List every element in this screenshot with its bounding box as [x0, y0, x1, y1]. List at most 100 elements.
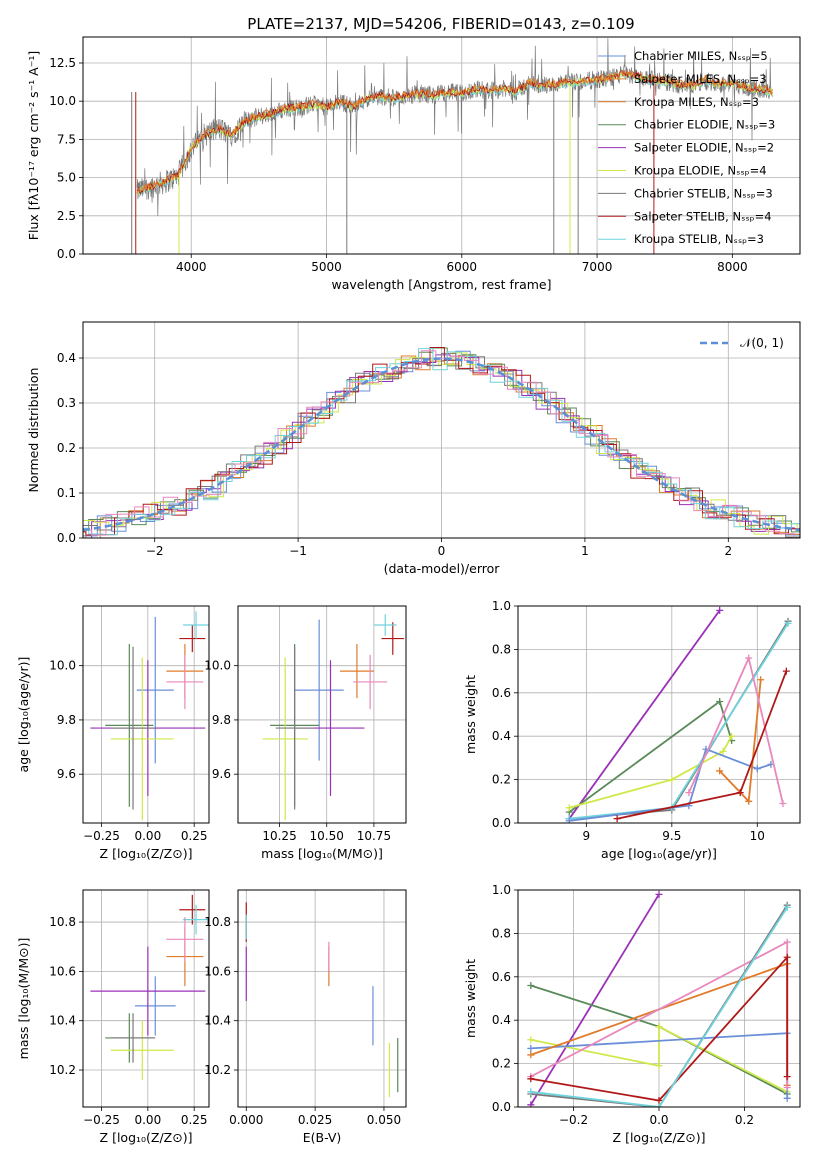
weight-marker	[757, 676, 765, 684]
y-tick-label: 10.2	[204, 1063, 231, 1077]
y-tick-label: 10.0	[49, 659, 76, 673]
x-tick-label: −0.25	[83, 829, 120, 843]
y-tick-label: 10.0	[204, 659, 231, 673]
legend-entry: Kroupa STELIB, Nₛₛₚ=3	[634, 232, 764, 246]
y-tick-label: 0.4	[492, 729, 511, 743]
y-tick-label: 0.2	[492, 1057, 511, 1071]
x-axis-label: E(B-V)	[303, 1130, 342, 1145]
y-tick-label: 1.0	[492, 599, 511, 613]
weight-line	[568, 609, 721, 820]
x-tick-label: 0.0	[649, 1113, 668, 1127]
y-tick-label: 5.0	[57, 171, 76, 185]
y-tick-label: 7.5	[57, 132, 76, 146]
legend-entry: Chabrier STELIB, Nₛₛₚ=3	[634, 186, 773, 200]
plot-area	[90, 611, 209, 821]
y-tick-label: 0.0	[492, 816, 511, 830]
residual-histogram	[83, 347, 800, 536]
y-tick-label: 10.8	[204, 915, 231, 929]
x-tick-label: 9.5	[662, 829, 681, 843]
x-axis-label: age [log₁₀(age/yr)]	[601, 846, 717, 861]
weight-marker	[783, 938, 791, 946]
y-tick-label: 10.6	[49, 964, 76, 978]
grid	[518, 889, 800, 1108]
y-tick-label: 9.8	[57, 713, 76, 727]
x-tick-label: 0.00	[134, 1113, 161, 1127]
y-tick-label: 0.4	[492, 1013, 511, 1027]
y-tick-label: 10.6	[204, 964, 231, 978]
weight-line	[530, 906, 788, 1107]
x-tick-label: 5000	[311, 260, 342, 274]
plot-area	[245, 902, 399, 1098]
panel-residuals: −2 −1 0 1 2 0.0 0.1 0.2 0.3 0.4 (data-model)/error…	[26, 321, 801, 576]
weight-marker	[736, 789, 744, 797]
axes-frame	[82, 889, 210, 1108]
y-tick-label: 10.8	[49, 915, 76, 929]
x-axis-label: mass [log₁₀(M/M⊙)]	[261, 846, 383, 861]
weight-marker	[716, 697, 724, 705]
y-tick-label: 0.8	[492, 926, 511, 940]
y-tick-label: 1.0	[492, 883, 511, 897]
weight-marker	[527, 1101, 535, 1107]
weight-marker	[527, 1075, 535, 1083]
legend-entry: Kroupa MILES, Nₛₛₚ=3	[634, 95, 759, 109]
weight-marker	[716, 606, 724, 614]
y-tick-label: 2.5	[57, 209, 76, 223]
weight-marker	[527, 1088, 535, 1096]
y-tick-label: 0.0	[57, 531, 76, 545]
legend-entry: Kroupa ELODIE, Nₛₛₚ=4	[634, 164, 767, 178]
x-tick-label: 10.50	[310, 829, 344, 843]
spectrum-model-line	[136, 69, 773, 194]
x-axis-label: (data-model)/error	[384, 561, 501, 576]
weight-marker	[783, 903, 791, 911]
figure-title: PLATE=2137, MJD=54206, FIBERID=0143, z=0…	[247, 15, 634, 33]
weight-marker	[655, 890, 663, 898]
y-tick-label: 12.5	[49, 56, 76, 70]
x-tick-label: 0.25	[181, 1113, 208, 1127]
plot-area	[83, 347, 800, 538]
legend: 𝒩(0, 1)	[700, 336, 784, 350]
panel-mass-vs-ebv: 0.000 0.025 0.050 10.2 10.4 10.6 10.8 E(B-V)	[204, 889, 407, 1145]
plot-area	[90, 894, 209, 1080]
weight-line	[569, 622, 789, 820]
y-tick-label: 10.2	[49, 1063, 76, 1077]
x-tick-label: 0.050	[367, 1113, 401, 1127]
y-axis-label: mass weight	[463, 675, 478, 754]
y-tick-label: 0.0	[492, 1100, 511, 1114]
weight-marker	[779, 799, 787, 807]
plot-area	[262, 614, 405, 821]
x-tick-label: 0.2	[735, 1113, 754, 1127]
x-tick-label: 10	[750, 829, 765, 843]
x-tick-label: 6000	[447, 260, 478, 274]
weight-marker	[668, 776, 676, 784]
axes-frame	[517, 889, 801, 1108]
axes-frame	[82, 321, 801, 539]
axes-frame	[82, 36, 801, 255]
weight-marker	[745, 797, 753, 805]
legend-entry: Salpeter ELODIE, Nₛₛₚ=2	[634, 141, 774, 155]
y-tick-label: 0.1	[57, 486, 76, 500]
weight-marker	[753, 765, 761, 773]
x-axis-label: Z [log₁₀(Z/Z⊙)]	[100, 1130, 193, 1145]
legend: Chabrier MILES, Nₛₛₚ=5 Salpeter MILES, Nₛ…	[598, 49, 775, 246]
y-tick-label: 0.6	[492, 970, 511, 984]
x-tick-label: 10.25	[262, 829, 296, 843]
panel-age-vs-Z: −0.25 0.00 0.25 9.6 9.8 10.0 Z [log₁₀(Z/Z⊙)] ag…	[16, 605, 210, 861]
x-tick-label: −2	[146, 544, 164, 558]
x-tick-label: 9	[583, 829, 591, 843]
normal-curve	[83, 357, 800, 532]
x-tick-label: −0.25	[83, 1113, 120, 1127]
x-tick-label: 0.000	[229, 1113, 263, 1127]
axes-frame	[517, 605, 801, 824]
x-tick-label: 1	[581, 544, 589, 558]
weight-marker	[719, 747, 727, 755]
weight-line	[568, 700, 733, 813]
axes-frame	[237, 605, 407, 824]
y-tick-label: 10.4	[204, 1014, 231, 1028]
x-axis-label: Z [log₁₀(Z/Z⊙)]	[613, 1130, 706, 1145]
x-tick-label: −1	[289, 544, 307, 558]
residual-histogram	[83, 350, 800, 538]
weight-marker	[655, 1023, 663, 1031]
weight-line	[616, 670, 788, 820]
x-tick-label: 7000	[582, 260, 613, 274]
